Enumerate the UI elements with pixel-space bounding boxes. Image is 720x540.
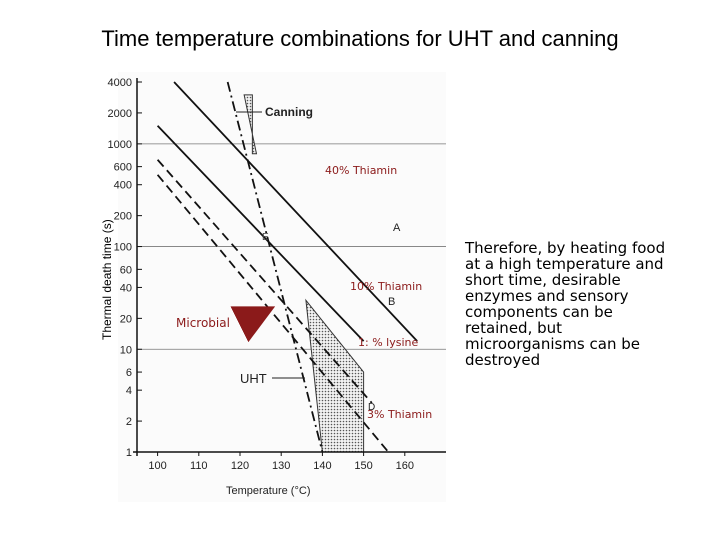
x-tick-label: 150 — [354, 460, 372, 472]
y-tick-label: 10 — [120, 344, 132, 356]
curve-label-d: D — [368, 402, 375, 413]
region-canning — [243, 94, 258, 155]
y-tick-label: 1 — [126, 447, 132, 459]
x-tick-label: 110 — [190, 460, 208, 472]
y-tick-label: 20 — [120, 313, 132, 325]
y-tick-label: 400 — [114, 180, 132, 192]
x-axis-label: Temperature (°C) — [226, 485, 310, 497]
x-ticks: 100 110 120 130 140 150 160 — [148, 452, 414, 472]
annotation-40-thiamin: 40% Thiamin — [325, 164, 397, 177]
y-tick-label: 2 — [126, 416, 132, 428]
y-tick-label: 100 — [114, 242, 132, 254]
annotation-microbial: Microbial — [176, 316, 230, 330]
curve-label-a: A — [393, 222, 401, 234]
y-tick-label: 200 — [114, 211, 132, 223]
y-tick-label: 1000 — [108, 139, 132, 151]
series-line-a — [173, 81, 418, 342]
y-tick-label: 6 — [126, 367, 132, 379]
annotation-lysine: 1: % lysine — [358, 336, 418, 349]
y-tick-label: 4000 — [108, 77, 132, 89]
annotation-10-thiamin: 10% Thiamin — [350, 280, 422, 293]
y-axis-label: Thermal death time (s) — [100, 219, 114, 340]
annotation-3-thiamin: 3% Thiamin — [367, 408, 432, 421]
x-tick-label: 120 — [231, 460, 249, 472]
curve-label-e: E — [262, 232, 269, 243]
side-note: Therefore, by heating food at a high tem… — [465, 239, 666, 369]
series-line-b — [156, 125, 365, 342]
series-line-d — [156, 174, 390, 453]
microbial-arrow-icon — [230, 306, 276, 343]
x-tick-label: 100 — [148, 460, 166, 472]
y-tick-label: 2000 — [108, 108, 132, 120]
y-tick-label: 600 — [114, 162, 132, 174]
y-tick-label: 60 — [120, 264, 132, 276]
x-tick-label: 160 — [396, 460, 414, 472]
y-tick-label: 4 — [126, 385, 132, 397]
y-ticks: 1 2 4 6 10 20 40 60 100 200 400 600 1000 2000 4000 — [108, 77, 142, 459]
axes — [133, 78, 446, 456]
uht-label: UHT — [240, 371, 267, 386]
series-line-e — [226, 81, 324, 453]
x-tick-label: 140 — [313, 460, 331, 472]
y-tick-label: 40 — [120, 282, 132, 294]
series-line-c — [156, 159, 373, 404]
slide-title: Time temperature combinations for UHT an… — [101, 26, 619, 51]
canning-label: Canning — [265, 105, 313, 119]
series — [156, 81, 418, 453]
curve-label-b: B — [388, 296, 395, 308]
x-tick-label: 130 — [272, 460, 290, 472]
